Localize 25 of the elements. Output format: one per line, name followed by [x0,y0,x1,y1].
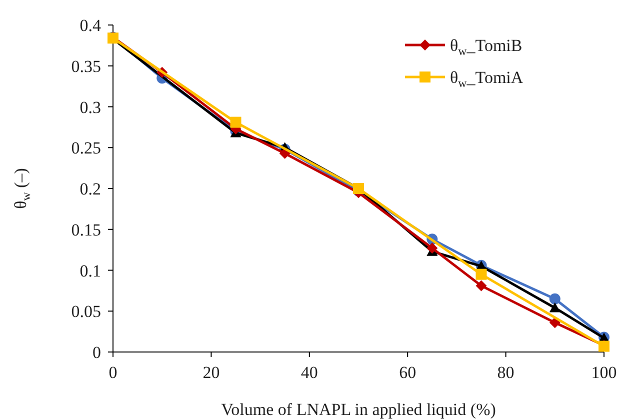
x-axis-title: Volume of LNAPL in applied liquid (%) [221,400,496,419]
y-tick-label: 0.15 [71,220,101,240]
y-tick-label: 0.25 [71,138,101,158]
x-tick-label: 100 [591,363,617,382]
point [549,293,560,304]
x-tick-label: 80 [497,363,514,382]
y-tick-label: 0 [92,343,101,362]
legend-label: θ$_{w}$_TomiA [450,68,524,90]
point [476,280,487,292]
y-tick-label: 0.35 [71,56,101,76]
point [426,242,438,254]
y-tick-label: 0.3 [80,98,101,117]
x-tick-label: 20 [202,363,220,382]
point [549,302,560,312]
point [230,116,242,128]
y-tick-label: 0.1 [80,261,101,280]
x-tick-label: 60 [399,363,416,382]
x-tick-label: 0 [108,363,118,382]
y-tick-label: 0.05 [71,302,101,322]
point [476,268,487,280]
point [549,317,560,328]
x-tick-label: 40 [300,363,318,382]
legend-label: θ$_{w}$_TomiB [450,36,522,58]
y-tick-label: 0.2 [80,180,101,198]
y-tick-label: 0.4 [80,16,102,35]
